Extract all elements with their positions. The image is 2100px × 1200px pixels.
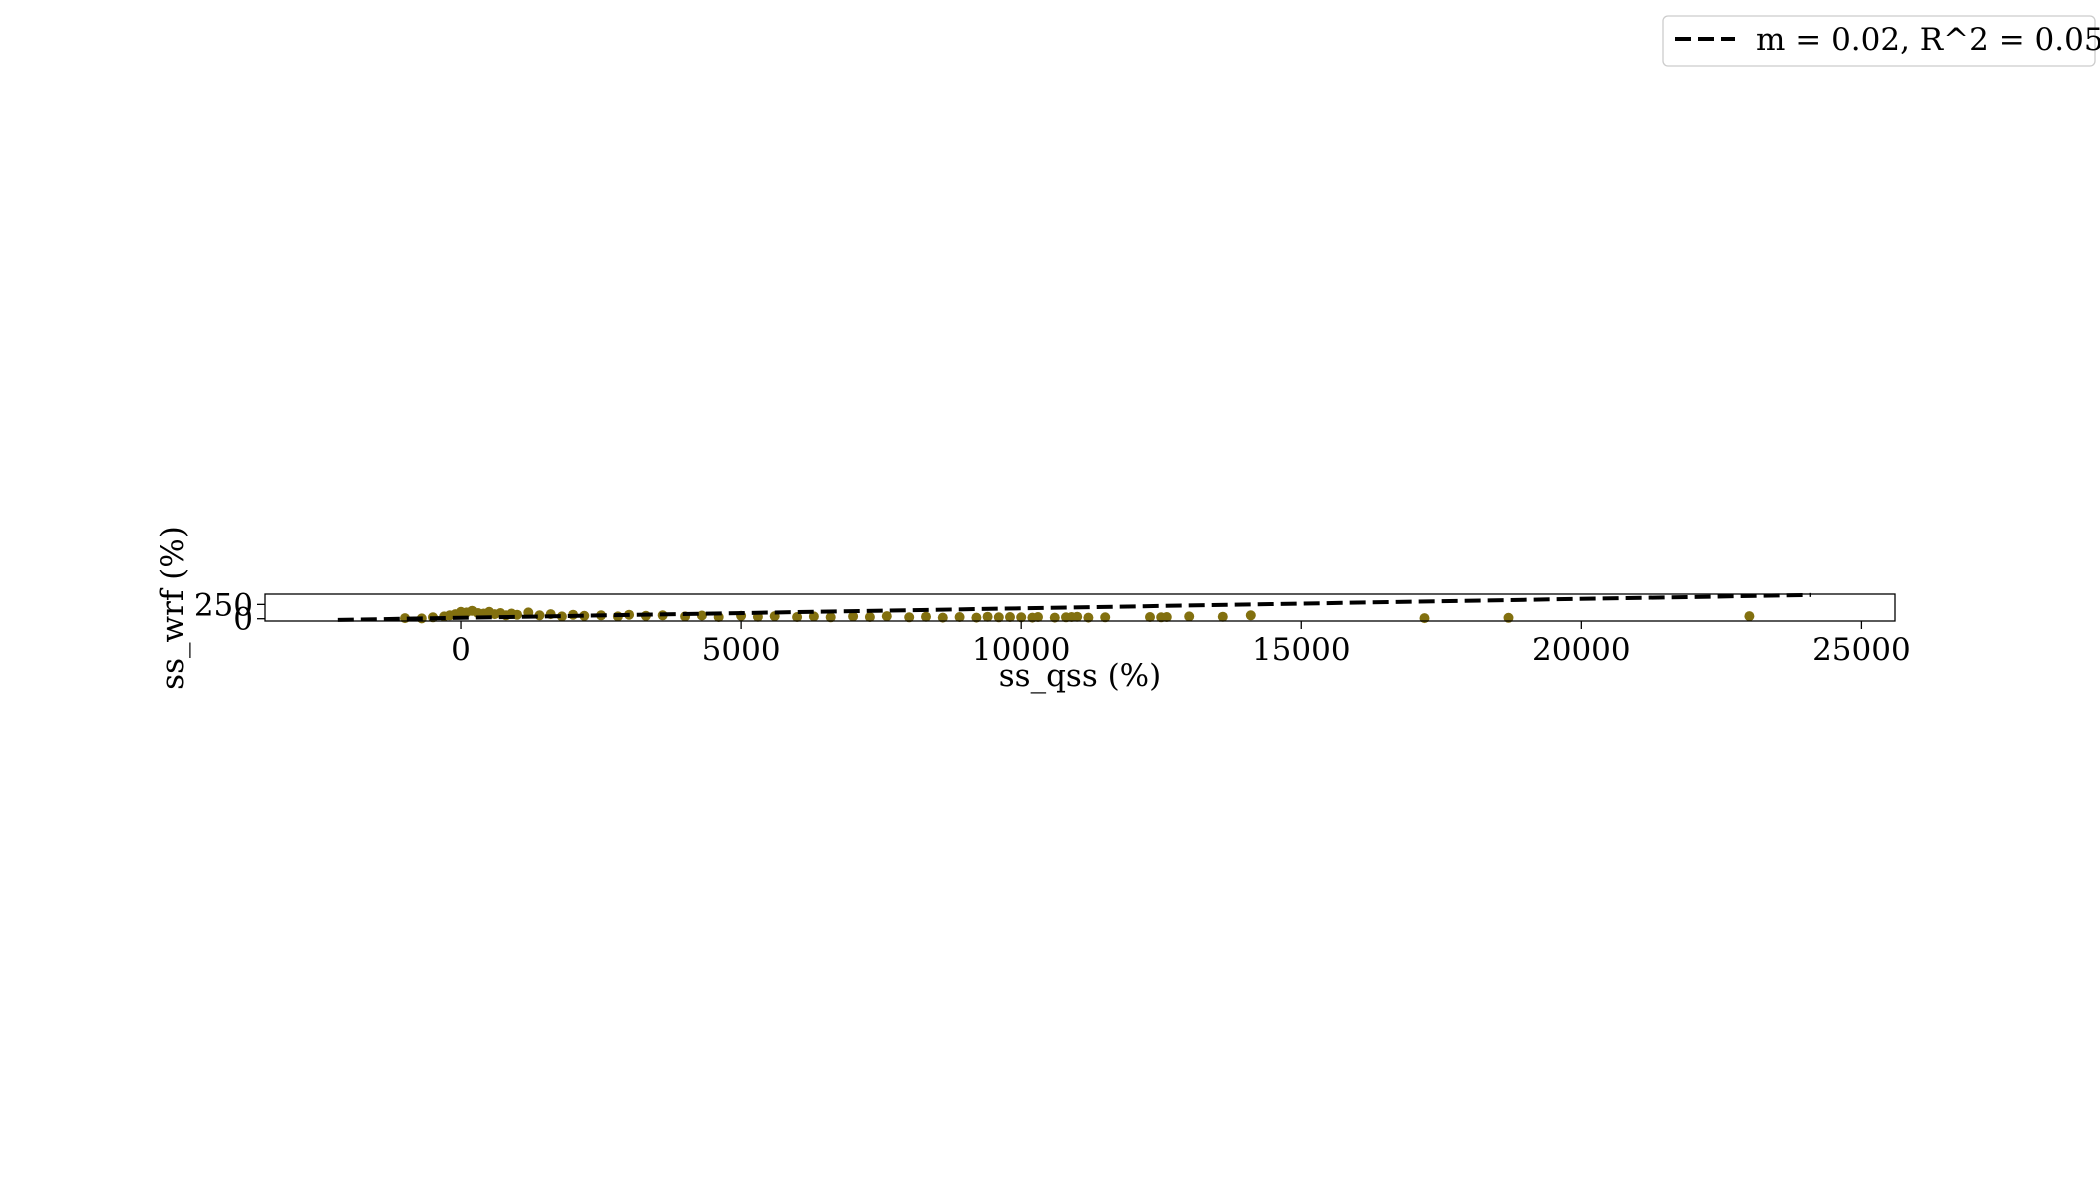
data-point	[904, 612, 915, 623]
data-point	[1744, 611, 1755, 622]
data-point	[937, 612, 948, 623]
y-tick-label: 0	[233, 602, 253, 638]
data-point	[954, 612, 965, 622]
x-tick-label: 0	[451, 632, 471, 668]
data-point	[808, 611, 819, 622]
data-point	[696, 610, 707, 621]
data-point	[1503, 612, 1514, 623]
data-point	[921, 611, 931, 622]
data-point	[982, 611, 993, 622]
data-point	[792, 612, 803, 622]
data-point	[1033, 612, 1043, 622]
x-tick-label: 20000	[1532, 632, 1631, 668]
data-point	[1161, 612, 1172, 622]
data-point	[1005, 612, 1015, 622]
legend: m = 0.02, R^2 = 0.05	[1662, 15, 2100, 67]
data-point	[993, 612, 1004, 623]
data-point	[864, 612, 875, 622]
x-tick-label: 5000	[702, 632, 781, 668]
data-point	[1145, 612, 1155, 622]
data-point	[971, 612, 982, 623]
data-point	[1072, 611, 1083, 622]
y-tick-label: 250	[194, 587, 253, 623]
data-point	[881, 611, 892, 622]
data-point	[1217, 611, 1228, 622]
plot-area-frame	[264, 593, 1896, 622]
scatter-points	[400, 605, 1755, 624]
x-axis-label: ss_qss (%)	[999, 658, 1161, 694]
data-point	[1245, 610, 1256, 621]
y-axis-label: ss_wrf (%)	[155, 526, 191, 690]
data-point	[1184, 611, 1195, 622]
data-point	[848, 611, 859, 622]
x-axis: 0 5000 10000 15000 20000 25000	[451, 621, 1911, 668]
data-point	[1016, 612, 1027, 623]
regression-fit-line	[337, 592, 1812, 622]
data-point	[1049, 612, 1060, 623]
x-tick-label: 15000	[1252, 632, 1351, 668]
data-point	[579, 610, 590, 621]
data-point	[556, 611, 567, 622]
legend-box	[1662, 15, 2096, 67]
x-tick-label: 25000	[1812, 632, 1911, 668]
legend-entry-label: m = 0.02, R^2 = 0.05	[1756, 22, 2100, 58]
data-point	[1083, 612, 1094, 623]
x-tick-label: 10000	[972, 632, 1071, 668]
data-point	[1100, 612, 1111, 623]
data-point	[825, 612, 836, 623]
